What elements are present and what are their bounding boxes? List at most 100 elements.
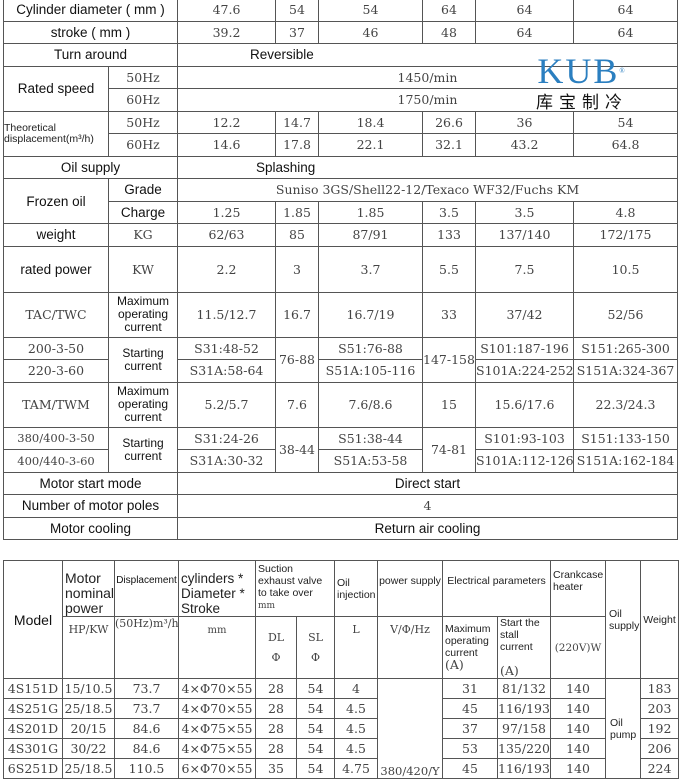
cell: 140	[550, 678, 606, 699]
header-sl: SL Φ	[296, 616, 335, 679]
row-stroke: stroke ( mm ) 39.2 37 46 48 64 64	[3, 20, 678, 44]
cell: 110.5	[114, 758, 179, 779]
cell: 54	[318, 0, 423, 22]
cell: 45	[442, 698, 498, 719]
cell: S51A:105-116	[318, 359, 423, 383]
label: TAM/TWM	[3, 381, 109, 428]
logo-reg: ®	[619, 67, 627, 75]
cell: 192	[640, 718, 679, 739]
cell-model: 6S251D	[3, 758, 63, 779]
cell: 16.7/19	[318, 291, 423, 338]
label: rated power	[3, 245, 109, 293]
cell: Suniso 3GS/Shell22-12/Texaco WF32/Fuchs …	[177, 178, 678, 202]
label: stroke ( mm )	[3, 20, 178, 44]
cell: 45	[442, 758, 498, 779]
cell: Splashing	[177, 155, 678, 179]
label: Turn around	[3, 43, 178, 67]
cell: S51:76-88	[318, 336, 423, 360]
cell-model: 4S151D	[3, 678, 63, 699]
label: 400/440-3-60	[3, 449, 109, 473]
cell: 37	[275, 20, 319, 44]
cell: S31:48-52	[177, 336, 276, 360]
cell: 35	[255, 758, 297, 779]
label: Cylinder diameter ( mm )	[3, 0, 178, 22]
cell: 7.6/8.6	[318, 381, 423, 428]
label: Number of motor poles	[3, 494, 178, 518]
label: 50Hz	[108, 65, 178, 89]
cell: 22.3/24.3	[573, 381, 678, 428]
cell: 15.6/17.6	[475, 381, 574, 428]
cell: 73.7	[114, 698, 179, 719]
cell: 140	[550, 698, 606, 719]
cell: S101A:224-252	[475, 359, 574, 383]
cell-model: 4S301G	[3, 738, 63, 759]
cell: S31:24-26	[177, 426, 276, 450]
cell: S151:133-150	[573, 426, 678, 450]
cell: 32.1	[422, 133, 476, 157]
cell: 54	[275, 0, 319, 22]
cell: 4×Φ70×55	[178, 678, 256, 699]
label: Starting current	[108, 426, 178, 473]
cell: 224	[640, 758, 679, 779]
dl-label: DL	[267, 630, 285, 644]
cell: 62/63	[177, 223, 276, 247]
cell: 1.25	[177, 200, 276, 224]
cell: 4×Φ70×55	[178, 698, 256, 719]
cell: S101A:112-126	[475, 449, 574, 473]
max-current-label: Maximum operating current	[445, 623, 491, 659]
unit: KW	[108, 245, 178, 293]
cell: Return air cooling	[177, 516, 678, 540]
cell: 37	[442, 718, 498, 739]
logo-brand-cn: 库宝制冷	[536, 93, 628, 113]
cell: 15	[422, 381, 476, 428]
cell: 73.7	[114, 678, 179, 699]
cell: 140	[550, 738, 606, 759]
cell: 4	[177, 494, 678, 518]
row-turn-around: Turn around Reversible	[3, 43, 678, 67]
cell: 16.7	[275, 291, 319, 338]
cell: S101:93-103	[475, 426, 574, 450]
cell: 54	[296, 738, 335, 759]
cell: 183	[640, 678, 679, 699]
table-row: 4S301G 30/22 84.6 4×Φ75×55 28 54 4.5 53 135/220 1…	[3, 738, 679, 759]
label: Oil supply	[3, 155, 178, 179]
cell: 30/22	[62, 738, 115, 759]
cell: 97/158	[497, 718, 551, 739]
row-oil-supply: Oil supply Splashing	[3, 155, 678, 179]
cell: 64	[475, 20, 574, 44]
cell: 43.2	[475, 133, 574, 157]
cell: 52/56	[573, 291, 678, 338]
cell: 7.6	[275, 381, 319, 428]
header-oil-supply: Oil supply	[605, 560, 641, 679]
cell: 14.7	[275, 110, 319, 134]
cell: 1.85	[318, 200, 423, 224]
row-start-mode: Motor start mode Direct start	[3, 471, 678, 495]
cell-oil-supply: Oil pump	[605, 678, 641, 779]
row-start-200: 200-3-50 Starting current S31:48-52 76-88 S…	[3, 336, 678, 383]
cell: S151A:324-367	[573, 359, 678, 383]
cell: 4.5	[334, 738, 378, 759]
label: Rated speed	[3, 65, 109, 112]
cell: 12.2	[177, 110, 276, 134]
cell: 28	[255, 738, 297, 759]
cell: 14.6	[177, 133, 276, 157]
header-power-unit: HP/KW	[62, 616, 115, 679]
cell: 116/193	[497, 698, 551, 719]
cell: 3	[275, 245, 319, 293]
cell: 4.8	[573, 200, 678, 224]
cell: 172/175	[573, 223, 678, 247]
unit: KG	[108, 223, 178, 247]
cell: 6×Φ70×55	[178, 758, 256, 779]
cell: 48	[422, 20, 476, 44]
cell: 203	[640, 698, 679, 719]
cell: 133	[422, 223, 476, 247]
row-rated-speed-60: 60Hz 1750/min	[4, 88, 678, 112]
cell: S31A:30-32	[177, 449, 276, 473]
cell: 5.2/5.7	[177, 381, 276, 428]
header-weight: Weight	[640, 560, 679, 679]
row-tam-current: TAM/TWM Maximum operating current 5.2/5.7…	[3, 381, 678, 428]
cell: 64	[475, 0, 574, 22]
header-displacement: Displacement	[114, 560, 179, 617]
cell: 64	[573, 20, 678, 44]
header-heater-unit: (220V)W	[550, 616, 606, 679]
